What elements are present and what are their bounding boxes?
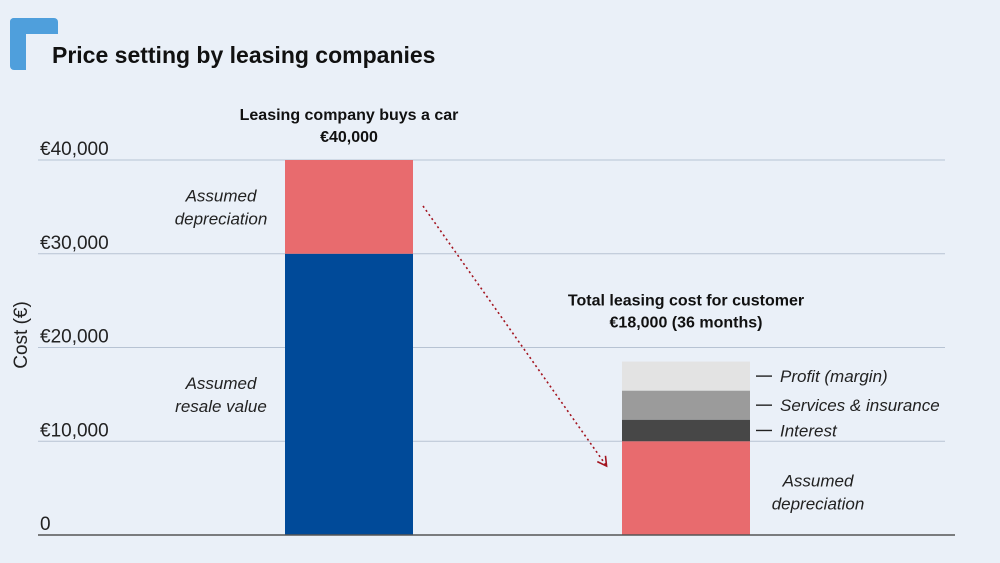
page-title: Price setting by leasing companies (52, 42, 436, 68)
bar-segment (622, 361, 750, 391)
bar-segment (285, 253, 413, 535)
bar-title: €40,000 (320, 129, 378, 146)
bar-segment (622, 441, 750, 535)
segment-label: Assumed (185, 186, 257, 205)
bar-segment (622, 390, 750, 420)
segment-label: Profit (margin) (780, 367, 888, 386)
y-tick-label: €10,000 (40, 420, 109, 441)
corner-accent-icon (10, 18, 58, 70)
segment-label: depreciation (175, 209, 268, 228)
y-tick-label: 0 (40, 514, 51, 535)
y-tick-label: €40,000 (40, 139, 109, 160)
segment-label: resale value (175, 397, 267, 416)
segment-label: Assumed (782, 472, 854, 491)
dotted-arrow (422, 205, 608, 468)
y-tick-label: €20,000 (40, 327, 109, 348)
segment-label: depreciation (772, 495, 865, 514)
bar-title: Total leasing cost for customer (568, 293, 804, 310)
segment-label: Interest (780, 421, 838, 440)
bar-segment (622, 419, 750, 442)
segment-label: Assumed (185, 374, 257, 393)
y-axis-label: Cost (€) (11, 301, 32, 369)
bar-segment (285, 160, 413, 254)
segment-label: Services & insurance (780, 396, 940, 415)
y-tick-label: €30,000 (40, 233, 109, 254)
bar-title: Leasing company buys a car (240, 107, 459, 124)
bar-title: €18,000 (36 months) (610, 315, 763, 332)
